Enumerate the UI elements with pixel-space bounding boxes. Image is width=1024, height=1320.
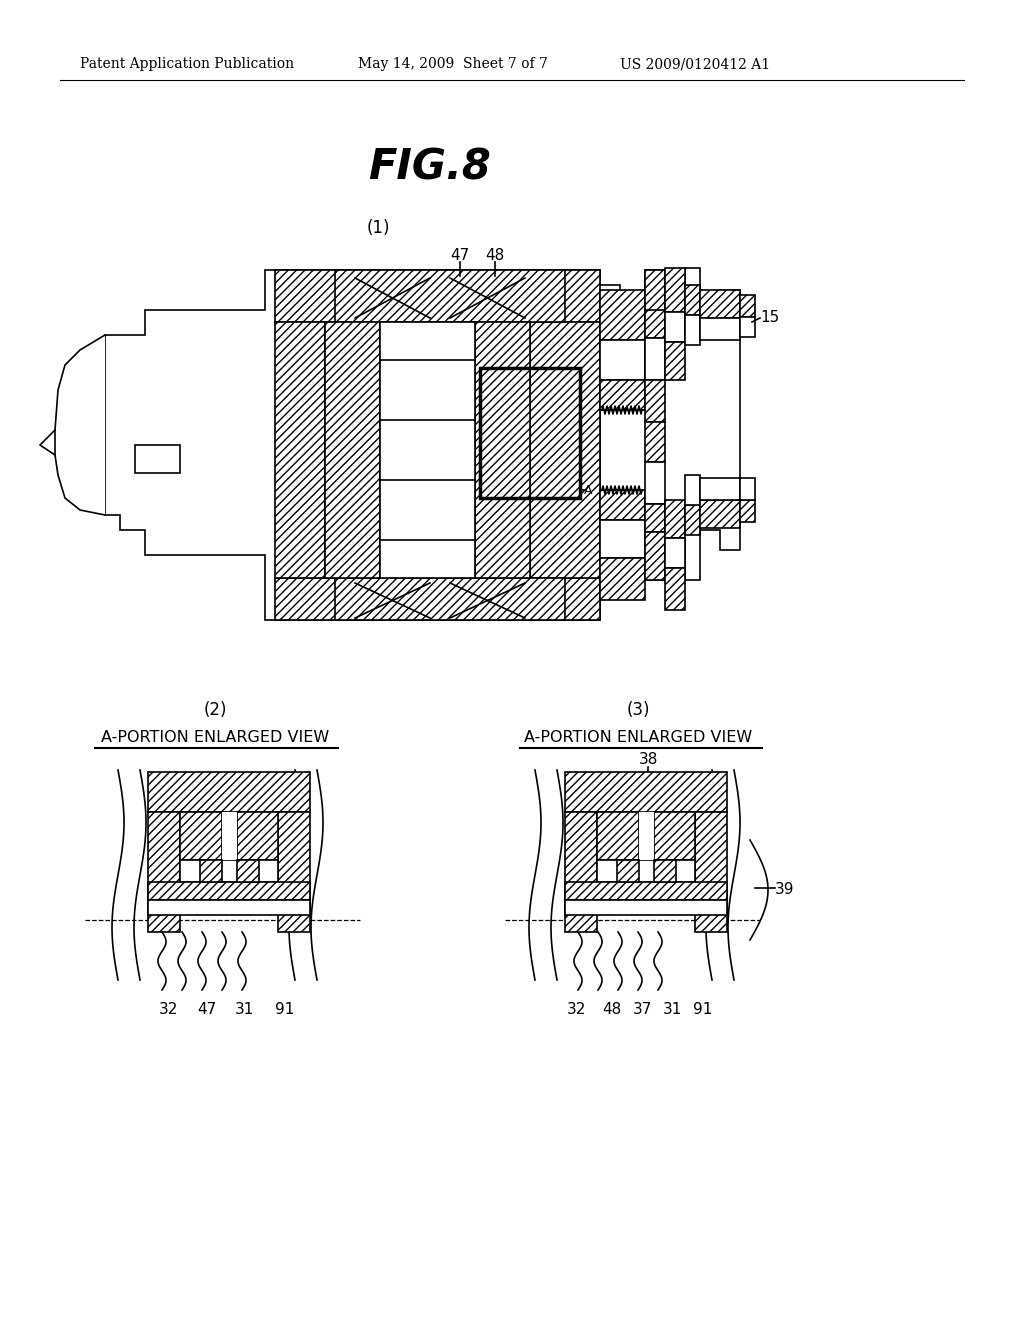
Bar bbox=[380, 322, 475, 578]
Bar bbox=[148, 900, 310, 915]
Bar bbox=[645, 462, 665, 504]
Bar bbox=[740, 294, 755, 317]
Bar bbox=[700, 478, 740, 500]
Bar bbox=[685, 506, 700, 535]
Bar bbox=[275, 578, 600, 620]
Bar bbox=[222, 812, 237, 861]
Bar bbox=[237, 861, 259, 882]
Bar bbox=[600, 520, 645, 558]
Bar bbox=[700, 318, 740, 341]
Bar bbox=[180, 861, 278, 882]
Text: 32: 32 bbox=[159, 1002, 178, 1018]
Bar bbox=[665, 342, 685, 380]
Bar bbox=[600, 558, 645, 601]
Bar bbox=[530, 322, 600, 578]
Text: 37: 37 bbox=[633, 1002, 652, 1018]
Bar bbox=[148, 882, 310, 900]
Bar bbox=[700, 290, 740, 318]
Text: 39: 39 bbox=[775, 883, 795, 898]
Bar bbox=[565, 900, 727, 915]
Bar bbox=[645, 310, 665, 338]
Bar bbox=[645, 380, 665, 422]
Text: FIG.8: FIG.8 bbox=[369, 147, 492, 189]
Polygon shape bbox=[105, 271, 285, 620]
Bar bbox=[695, 812, 727, 932]
Bar bbox=[597, 812, 639, 861]
Text: A-PORTION ENLARGED VIEW: A-PORTION ENLARGED VIEW bbox=[524, 730, 752, 746]
Bar bbox=[665, 539, 685, 568]
Bar bbox=[475, 322, 530, 578]
Bar bbox=[665, 312, 685, 342]
Bar bbox=[600, 490, 645, 520]
Text: (3): (3) bbox=[627, 701, 650, 719]
Bar bbox=[665, 500, 685, 539]
Bar bbox=[600, 380, 645, 411]
Bar bbox=[275, 322, 325, 578]
Bar bbox=[325, 322, 380, 578]
Bar bbox=[665, 268, 685, 312]
Bar bbox=[685, 475, 700, 506]
Bar bbox=[237, 812, 278, 861]
Bar bbox=[597, 861, 695, 882]
Text: 91: 91 bbox=[693, 1002, 713, 1018]
Polygon shape bbox=[55, 335, 105, 515]
Text: Patent Application Publication: Patent Application Publication bbox=[80, 57, 294, 71]
Bar bbox=[480, 368, 580, 498]
Bar bbox=[654, 861, 676, 882]
Text: 31: 31 bbox=[663, 1002, 682, 1018]
Bar bbox=[335, 271, 565, 322]
Bar bbox=[565, 772, 727, 812]
Bar bbox=[600, 290, 645, 341]
Text: US 2009/0120412 A1: US 2009/0120412 A1 bbox=[620, 57, 770, 71]
Text: (2): (2) bbox=[203, 701, 226, 719]
Text: 47: 47 bbox=[451, 248, 470, 263]
Text: 47: 47 bbox=[198, 1002, 217, 1018]
Bar bbox=[645, 504, 665, 532]
Bar bbox=[665, 568, 685, 610]
Bar bbox=[645, 338, 665, 380]
Text: May 14, 2009  Sheet 7 of 7: May 14, 2009 Sheet 7 of 7 bbox=[358, 57, 548, 71]
Bar bbox=[740, 478, 755, 500]
Bar bbox=[325, 322, 600, 578]
Text: A: A bbox=[584, 483, 593, 496]
Bar bbox=[740, 317, 755, 337]
Bar bbox=[645, 532, 665, 579]
Bar bbox=[645, 422, 665, 462]
Text: 32: 32 bbox=[567, 1002, 587, 1018]
Bar bbox=[565, 812, 597, 932]
Bar bbox=[654, 812, 695, 861]
Bar bbox=[200, 861, 222, 882]
Text: 31: 31 bbox=[236, 1002, 255, 1018]
Bar bbox=[740, 500, 755, 521]
Bar bbox=[700, 500, 740, 528]
Text: 38: 38 bbox=[638, 752, 657, 767]
Bar bbox=[685, 285, 700, 315]
Bar bbox=[275, 271, 600, 322]
Bar bbox=[639, 812, 654, 861]
Bar bbox=[565, 882, 727, 900]
Bar bbox=[135, 445, 180, 473]
Text: 48: 48 bbox=[485, 248, 505, 263]
Bar bbox=[685, 315, 700, 345]
Bar bbox=[600, 341, 645, 380]
Bar bbox=[148, 772, 310, 812]
Bar bbox=[148, 812, 180, 932]
Polygon shape bbox=[275, 268, 740, 620]
Bar bbox=[278, 812, 310, 932]
Bar bbox=[645, 271, 665, 312]
Text: A-PORTION ENLARGED VIEW: A-PORTION ENLARGED VIEW bbox=[101, 730, 329, 746]
Text: 48: 48 bbox=[602, 1002, 622, 1018]
Bar bbox=[617, 861, 639, 882]
Text: 15: 15 bbox=[760, 310, 779, 326]
Bar bbox=[180, 812, 222, 861]
Bar bbox=[335, 578, 565, 620]
Text: 91: 91 bbox=[275, 1002, 295, 1018]
Text: (1): (1) bbox=[367, 219, 390, 238]
